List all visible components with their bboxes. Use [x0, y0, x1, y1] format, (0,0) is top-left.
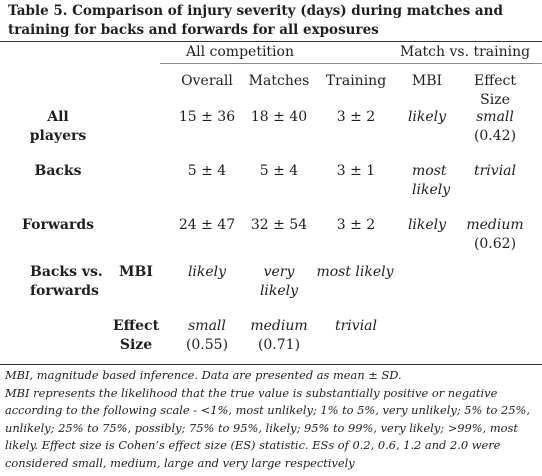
cell-forwards-matches: 32 ± 54 — [250, 217, 308, 233]
cell-bvf-mbi-matches: very likely — [259, 264, 299, 299]
group-rule — [160, 63, 542, 64]
cell-forwards-effect-size: medium (0.62) — [466, 217, 524, 252]
cell-all-players-overall: 15 ± 36 — [178, 109, 236, 125]
cell-all-players-effect-size: small (0.42) — [473, 109, 517, 144]
row-label-all-players: All players — [29, 109, 87, 144]
cell-backs-mbi: most likely — [412, 163, 451, 198]
column-header-effect-size: Effect Size — [474, 73, 516, 108]
cell-bvf-mbi-training: most likely — [316, 264, 394, 280]
row-label-backs-vs-forwards: Backs vs. forwards — [30, 264, 103, 299]
row-label-forwards: Forwards — [21, 217, 95, 233]
cell-bvf-es-matches: medium (0.71) — [250, 318, 308, 353]
cell-backs-overall: 5 ± 4 — [187, 163, 227, 179]
cell-forwards-mbi: likely — [407, 217, 447, 233]
note-abbreviations: MBI, magnitude based inference. Data are… — [5, 368, 402, 382]
row-sublabel-mbi: MBI — [119, 264, 153, 280]
row-label-backs: Backs — [34, 163, 82, 179]
table-notes: MBI, magnitude based inference. Data are… — [5, 367, 539, 473]
cell-backs-training: 3 ± 1 — [336, 163, 376, 179]
cell-backs-effect-size: trivial — [473, 163, 516, 179]
cell-bvf-mbi-overall: likely — [187, 264, 227, 280]
column-header-matches: Matches — [248, 73, 310, 89]
cell-forwards-overall: 24 ± 47 — [178, 217, 236, 233]
table-title: Table 5. Comparison of injury severity (… — [8, 3, 503, 38]
cell-backs-matches: 5 ± 4 — [259, 163, 299, 179]
column-header-mbi: MBI — [411, 73, 443, 89]
group-header-all-competition: All competition — [186, 44, 294, 60]
note-explanation: MBI represents the likelihood that the t… — [5, 385, 530, 470]
row-sublabel-effect-size: Effect Size — [112, 318, 160, 353]
cell-forwards-training: 3 ± 2 — [336, 217, 376, 233]
column-header-training: Training — [325, 73, 387, 89]
group-header-match-vs-training: Match vs. training — [399, 44, 531, 60]
column-header-overall: Overall — [181, 73, 233, 89]
cell-all-players-mbi: likely — [407, 109, 447, 125]
cell-bvf-es-training: trivial — [334, 318, 377, 334]
top-rule — [0, 41, 542, 42]
cell-all-players-matches: 18 ± 40 — [250, 109, 308, 125]
cell-all-players-training: 3 ± 2 — [336, 109, 376, 125]
bottom-rule — [0, 364, 542, 365]
cell-bvf-es-overall: small (0.55) — [185, 318, 229, 353]
